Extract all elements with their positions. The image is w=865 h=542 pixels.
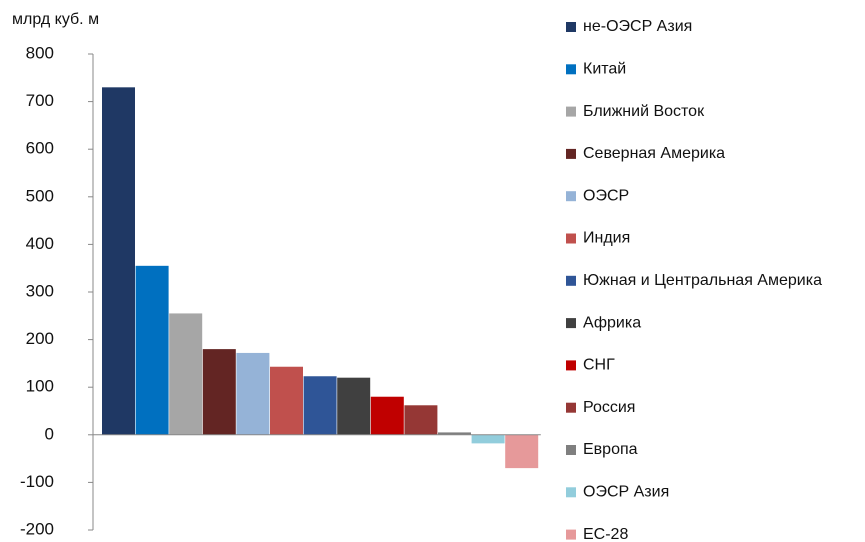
y-tick-label: 200 [26,329,54,348]
legend-label: СНГ [583,357,615,374]
legend-swatch [566,487,576,498]
bar [236,352,270,435]
bar [471,434,505,444]
legend-label: Индия [583,230,630,247]
bar [505,434,539,469]
bar [404,405,438,435]
y-tick-label: 700 [26,91,54,110]
bar [438,432,471,435]
legend-swatch [566,148,576,159]
legend-label: Южная и Центральная Америка [583,272,822,289]
legend-label: ОЭСР Азия [583,484,669,501]
y-tick-label: 400 [26,234,54,253]
legend-label: ЕС-28 [583,526,628,542]
legend-swatch [566,64,576,75]
y-tick-label: 600 [26,139,54,158]
legend-swatch [566,402,576,413]
legend-label: Европа [583,441,638,458]
legend-label: Ближний Восток [583,103,705,120]
legend-swatch [566,529,576,540]
bar [370,396,404,435]
bar [337,377,371,435]
bar [135,265,169,435]
bar [169,313,203,435]
legend-label: Китай [583,61,626,78]
y-tick-label: -200 [20,519,54,538]
legend-label: Россия [583,399,635,416]
legend-swatch [566,106,576,117]
y-tick-label: 0 [45,424,54,443]
legend-label: Северная Америка [583,145,725,162]
legend-swatch [566,445,576,455]
legend-label: не-ОЭСР Азия [583,18,692,35]
y-tick-label: 800 [26,43,54,62]
legend-label: ОЭСР [583,187,629,204]
legend-swatch [566,233,576,244]
bar [102,87,135,435]
legend-swatch [566,191,576,202]
bar [303,376,337,435]
legend-swatch [566,360,576,371]
y-tick-label: 300 [26,281,54,300]
legend-swatch [566,275,576,286]
legend-label: Африка [583,314,641,331]
legend-swatch [566,22,576,32]
y-tick-label: 500 [26,186,54,205]
legend-swatch [566,318,576,329]
bar [202,349,236,435]
y-axis-label: млрд куб. м [12,11,99,28]
y-tick-label: 100 [26,377,54,396]
bar [270,366,303,435]
y-tick-label: -100 [20,472,54,491]
